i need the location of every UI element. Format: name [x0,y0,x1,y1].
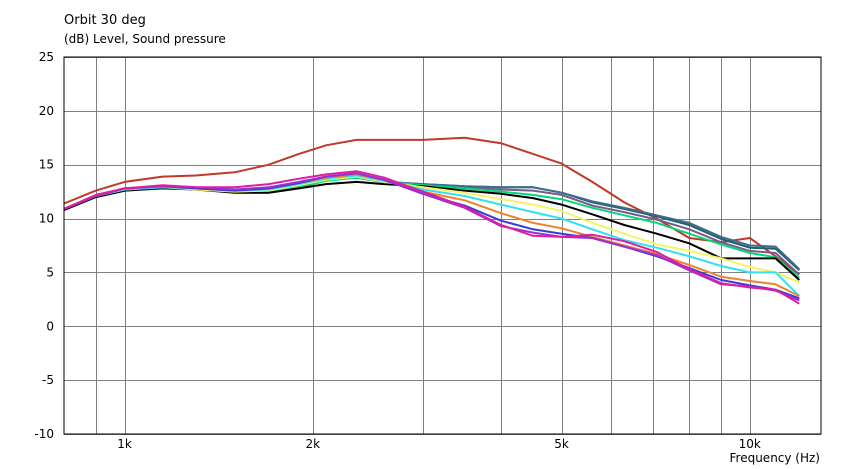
x-tick-label: 2k [305,437,320,451]
series-line-12 [63,170,800,305]
x-tick-label: 1k [117,437,132,451]
y-tick-label: 25 [39,50,54,64]
x-tick-labels: 1k 2k 5k 10k [117,437,761,451]
y-tick-label: 20 [39,104,54,118]
x-tick-label: 10k [739,437,761,451]
series-line-1 [63,136,800,276]
y-axis-label: (dB) Level, Sound pressure [64,32,226,46]
grid [64,57,821,435]
y-tick-label: 15 [39,158,54,172]
series-lines [63,136,801,305]
chart-title: Orbit 30 deg [64,13,146,28]
y-tick-label: 0 [46,319,54,333]
y-tick-label: 5 [46,265,54,279]
y-tick-label: 10 [39,212,54,226]
y-tick-label: -5 [42,373,54,387]
y-tick-label: -10 [34,427,54,441]
x-axis-label: Frequency (Hz) [730,451,821,465]
plot-frame [63,56,822,435]
x-tick-label: 5k [554,437,569,451]
y-tick-labels: 25 20 15 10 5 0 -5 -10 [34,50,54,441]
